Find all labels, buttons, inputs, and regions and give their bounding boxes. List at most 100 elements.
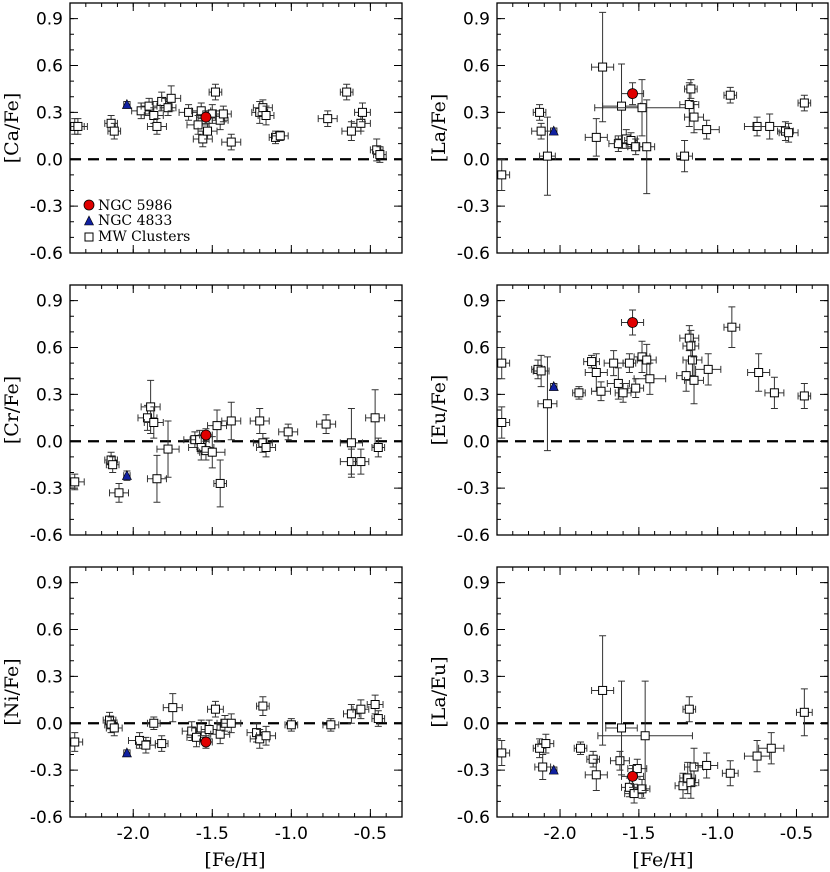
x-tick-label: -0.5 bbox=[354, 824, 387, 844]
mw-cluster-point bbox=[261, 443, 271, 452]
panel-frame bbox=[69, 2, 403, 254]
mw-cluster-point bbox=[769, 388, 779, 398]
y-tick-label: 0.3 bbox=[36, 385, 63, 405]
y-tick-label: 0.9 bbox=[463, 292, 490, 312]
mw-cluster-point bbox=[702, 125, 712, 135]
y-tick-label: 0.6 bbox=[36, 339, 63, 359]
mw-cluster-point bbox=[149, 111, 159, 120]
y-tick-label: -0.3 bbox=[457, 761, 490, 781]
mw-cluster-point bbox=[725, 90, 735, 100]
mw-cluster-point bbox=[210, 704, 220, 714]
mw-cluster-point bbox=[766, 743, 776, 753]
mw-cluster-point bbox=[356, 457, 366, 467]
mw-cluster-point bbox=[275, 131, 285, 141]
mw-cluster-point bbox=[114, 488, 124, 498]
mw-cluster-point bbox=[258, 701, 268, 711]
mw-cluster-point bbox=[687, 355, 697, 365]
mw-cluster-point bbox=[152, 121, 162, 131]
mw-cluster-point bbox=[596, 386, 606, 396]
mw-cluster-point bbox=[680, 151, 690, 161]
y-tick-label: -0.6 bbox=[457, 808, 490, 828]
mw-cluster-point bbox=[587, 357, 597, 367]
y-tick-label: 0.9 bbox=[463, 574, 490, 594]
y-axis-label: [Cr/Fe] bbox=[1, 376, 23, 444]
y-tick-label: 0.9 bbox=[36, 10, 63, 30]
mw-cluster-point bbox=[637, 103, 647, 113]
legend-mw-label: MW Clusters bbox=[98, 229, 190, 245]
mw-cluster-point bbox=[497, 358, 507, 368]
mw-cluster-point bbox=[210, 87, 220, 97]
y-tick-label: 0.6 bbox=[36, 57, 63, 77]
mw-cluster-point bbox=[799, 707, 809, 717]
panel-frame bbox=[496, 566, 829, 818]
mw-cluster-point bbox=[535, 743, 545, 753]
legend-ngc4833-marker bbox=[84, 215, 94, 226]
panel-eu-fe: 0.9 0.6 0.3 0.0 -0.3 -0.6 [Eu/Fe] bbox=[428, 284, 829, 546]
mw-cluster-point bbox=[356, 704, 366, 714]
panel-ca-fe: 0.9 0.6 0.3 0.0 -0.3 -0.6 [Ca/Fe] bbox=[1, 2, 403, 264]
x-tick-label: -2.0 bbox=[543, 824, 576, 844]
mw-cluster-point bbox=[255, 416, 265, 426]
mw-cluster-point bbox=[542, 151, 552, 161]
mw-cluster-point bbox=[535, 107, 545, 117]
ngc5986-point bbox=[200, 736, 212, 748]
mw-cluster-point bbox=[689, 375, 699, 385]
mw-cluster-point bbox=[73, 121, 83, 131]
mw-cluster-point bbox=[370, 413, 380, 423]
mw-cluster-point bbox=[109, 126, 119, 136]
mw-cluster-point bbox=[752, 751, 762, 761]
mw-cluster-point bbox=[375, 150, 385, 160]
mw-cluster-point bbox=[754, 368, 764, 377]
mw-cluster-point bbox=[686, 341, 696, 351]
mw-cluster-point bbox=[617, 101, 627, 111]
mw-cluster-point bbox=[686, 84, 696, 94]
panel-frame bbox=[69, 566, 403, 818]
y-axis-label: [La/Eu] bbox=[428, 656, 450, 727]
y-axis-label: [Eu/Fe] bbox=[428, 375, 450, 446]
plot-area bbox=[497, 306, 812, 452]
mw-cluster-point bbox=[152, 474, 162, 484]
mw-cluster-point bbox=[203, 126, 213, 136]
mw-cluster-point bbox=[613, 139, 623, 149]
mw-cluster-point bbox=[70, 477, 80, 487]
y-tick-label: 0.3 bbox=[463, 385, 490, 405]
mw-cluster-point bbox=[346, 126, 356, 136]
y-tick-label: -0.6 bbox=[457, 526, 490, 546]
mw-cluster-point bbox=[346, 438, 356, 448]
plot-area bbox=[70, 693, 386, 758]
y-tick-label: 0.6 bbox=[463, 57, 490, 77]
mw-cluster-point bbox=[283, 427, 293, 437]
x-tick-label: -2.0 bbox=[117, 824, 150, 844]
ngc4833-point bbox=[121, 98, 132, 109]
mw-cluster-point bbox=[645, 374, 655, 384]
mw-cluster-point bbox=[215, 729, 225, 739]
y-tick-label: 0.6 bbox=[463, 621, 490, 641]
plot-area bbox=[497, 635, 813, 804]
y-tick-label: 0.0 bbox=[36, 714, 63, 734]
y-axis-label: [Ni/Fe] bbox=[1, 658, 23, 725]
mw-cluster-point bbox=[497, 418, 507, 427]
mw-cluster-point bbox=[109, 723, 119, 733]
mw-cluster-point bbox=[157, 739, 167, 749]
mw-cluster-point bbox=[207, 447, 217, 457]
y-tick-label: 0.3 bbox=[463, 103, 490, 123]
mw-cluster-point bbox=[163, 444, 173, 454]
mw-cluster-point bbox=[784, 128, 794, 138]
ngc4833-point bbox=[548, 764, 559, 775]
mw-cluster-point bbox=[286, 720, 296, 730]
y-tick-label: 0.9 bbox=[36, 292, 63, 312]
mw-cluster-point bbox=[631, 383, 641, 393]
mw-cluster-point bbox=[184, 107, 194, 117]
mw-cluster-point bbox=[615, 756, 625, 766]
y-tick-label: 0.3 bbox=[36, 103, 63, 123]
mw-cluster-point bbox=[166, 93, 176, 103]
mw-cluster-point bbox=[536, 366, 546, 376]
mw-cluster-point bbox=[689, 112, 699, 122]
legend-ngc5986-label: NGC 5986 bbox=[98, 198, 172, 214]
mw-cluster-point bbox=[727, 322, 737, 332]
plot-area bbox=[497, 11, 812, 196]
mw-cluster-point bbox=[356, 118, 366, 128]
mw-cluster-point bbox=[637, 784, 647, 794]
mw-cluster-point bbox=[261, 731, 271, 741]
panel-cr-fe: 0.9 0.6 0.3 0.0 -0.3 -0.6 [Cr/Fe] bbox=[1, 284, 403, 546]
